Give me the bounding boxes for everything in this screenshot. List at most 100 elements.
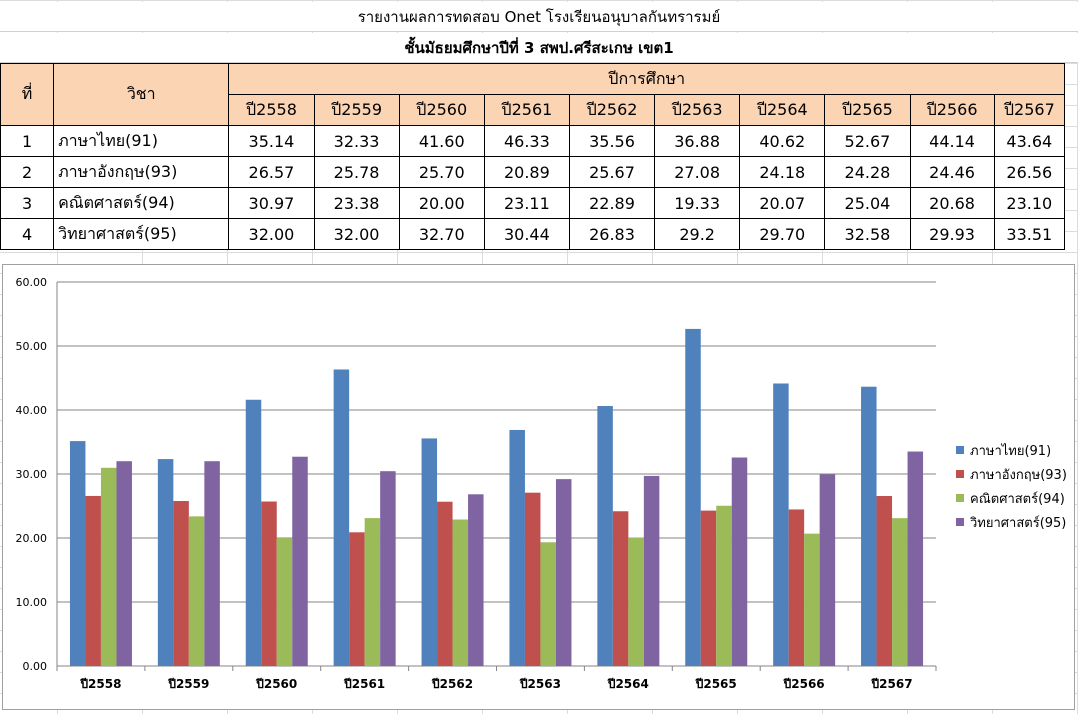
legend-item: คณิตศาสตร์(94) [956, 486, 1067, 510]
score-cell: 30.44 [483, 218, 570, 250]
legend-label: คณิตศาสตร์(94) [970, 491, 1065, 507]
score-cell: 36.88 [654, 125, 741, 157]
bar [716, 505, 732, 666]
header-year: ปี2562 [568, 94, 656, 126]
legend-swatch [956, 494, 964, 502]
score-cell: 43.64 [993, 125, 1066, 157]
x-tick-label: ปี2566 [783, 677, 825, 691]
header-year: ปี2566 [909, 94, 995, 126]
bar [292, 456, 308, 666]
bar [364, 518, 381, 666]
row-number: 4 [0, 218, 55, 250]
row-number: 2 [0, 156, 55, 188]
x-tick-label: ปี2559 [168, 677, 210, 691]
score-cell: 24.46 [909, 156, 995, 188]
bar [861, 386, 877, 666]
legend-swatch [956, 518, 964, 526]
table-row: 3 คณิตศาสตร์(94) 30.97 23.38 20.00 23.11 22.89… [0, 187, 1066, 219]
table-row: 1 ภาษาไทย(91) 35.14 32.33 41.60 46.33 35.56 36.… [0, 125, 1066, 157]
header-year: ปี2567 [993, 94, 1066, 126]
report-title: รายงานผลการทดสอบ Onet โรงเรียนอนุบาลกันท… [0, 2, 1078, 32]
score-cell: 22.89 [568, 187, 656, 219]
score-cell: 41.60 [398, 125, 485, 157]
score-cell: 20.00 [398, 187, 485, 219]
score-cell: 25.04 [824, 187, 911, 219]
bar [524, 492, 541, 666]
score-cell: 32.00 [228, 218, 315, 250]
score-cell: 29.2 [654, 218, 741, 250]
score-cell: 32.70 [398, 218, 485, 250]
bar [804, 533, 820, 666]
header-year: ปี2560 [398, 94, 485, 126]
bar [819, 474, 836, 666]
score-cell: 33.51 [993, 218, 1066, 250]
x-tick-label: ปี2558 [80, 677, 122, 691]
score-cell: 32.58 [824, 218, 911, 250]
legend-swatch [956, 446, 964, 454]
score-cell: 32.33 [313, 125, 400, 157]
x-tick-label: ปี2565 [695, 677, 737, 691]
bar [116, 461, 132, 666]
y-tick-label: 50.00 [16, 340, 48, 353]
score-cell: 25.67 [568, 156, 656, 188]
bar [349, 532, 365, 666]
bar [731, 457, 748, 666]
header-year: ปี2565 [824, 94, 911, 126]
header-year: ปี2563 [654, 94, 741, 126]
header-subject: วิชา [53, 63, 230, 126]
y-tick-label: 40.00 [16, 404, 48, 417]
bar [628, 537, 644, 666]
bar [188, 516, 205, 666]
score-cell: 19.33 [654, 187, 741, 219]
score-cell: 30.97 [228, 187, 315, 219]
bar [892, 518, 908, 666]
chart-legend: ภาษาไทย(91) ภาษาอังกฤษ(93) คณิตศาสตร์(94) ว… [956, 438, 1067, 534]
bar [204, 461, 220, 666]
x-tick-label: ปี2562 [431, 677, 473, 691]
score-cell: 23.11 [483, 187, 570, 219]
y-tick-label: 10.00 [16, 596, 48, 609]
bar [876, 496, 893, 666]
score-cell: 26.57 [228, 156, 315, 188]
score-table: ที่ วิชา ปีการศึกษา ปี2558 ปี2559 ปี2560 ปี… [0, 63, 1066, 250]
score-cell: 27.08 [654, 156, 741, 188]
bar [555, 479, 572, 666]
header-year: ปี2559 [313, 94, 400, 126]
bar [452, 519, 469, 666]
bar [173, 501, 189, 666]
score-cell: 26.83 [568, 218, 656, 250]
bar [643, 475, 660, 666]
score-cell: 35.56 [568, 125, 656, 157]
x-tick-label: ปี2561 [344, 677, 386, 691]
legend-label: วิทยาศาสตร์(95) [970, 515, 1067, 531]
bar [788, 509, 805, 666]
legend-item: ภาษาอังกฤษ(93) [956, 462, 1067, 486]
bar [276, 538, 293, 666]
subject-cell: ภาษาอังกฤษ(93) [53, 156, 230, 188]
score-cell: 23.10 [993, 187, 1066, 219]
bar [468, 494, 484, 666]
subject-cell: วิทยาศาสตร์(95) [53, 218, 230, 250]
bar [157, 459, 174, 666]
x-tick-label: ปี2567 [871, 677, 913, 691]
bar [773, 383, 789, 666]
x-tick-label: ปี2560 [256, 677, 298, 691]
score-cell: 46.33 [483, 125, 570, 157]
bar [700, 510, 717, 666]
header-no: ที่ [0, 63, 55, 126]
bar [612, 511, 629, 666]
y-tick-label: 20.00 [16, 532, 48, 545]
header-year: ปี2564 [739, 94, 826, 126]
y-tick-label: 0.00 [23, 660, 48, 673]
bar [597, 406, 613, 666]
score-cell: 32.00 [313, 218, 400, 250]
legend-swatch [956, 470, 964, 478]
score-cell: 52.67 [824, 125, 911, 157]
score-cell: 40.62 [739, 125, 826, 157]
legend-item: ภาษาไทย(91) [956, 438, 1067, 462]
report-subtitle: ชั้นมัธยมศึกษาปีที่ 3 สพป.ศรีสะเกษ เขต1 [0, 33, 1078, 63]
x-tick-label: ปี2563 [519, 677, 561, 691]
bar [333, 369, 350, 666]
bar [85, 495, 101, 666]
score-cell: 23.38 [313, 187, 400, 219]
